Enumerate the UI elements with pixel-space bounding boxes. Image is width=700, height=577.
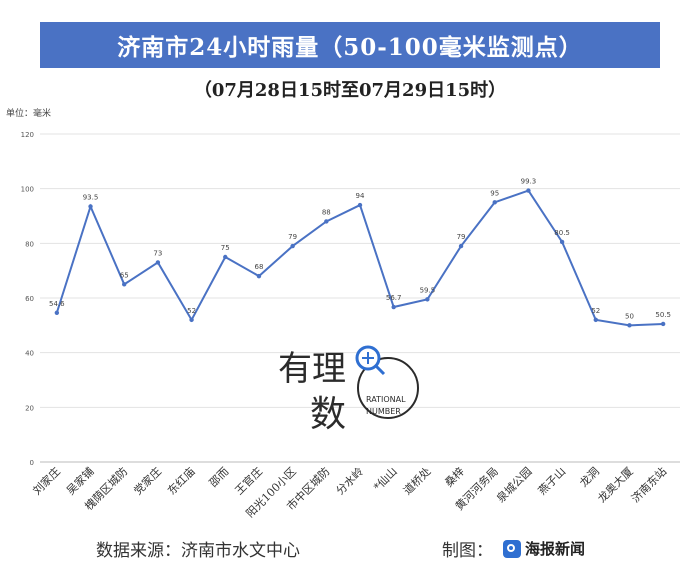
x-tick-label: 道桥处 — [400, 464, 433, 497]
data-point — [660, 321, 666, 327]
watermark-logo-icon: 有理 数 RATIONAL NUMBER — [278, 345, 419, 435]
data-point — [88, 204, 93, 209]
x-tick-label: 吴家铺 — [63, 464, 96, 497]
y-tick-label: 0 — [30, 459, 34, 467]
data-point — [357, 202, 363, 208]
x-tick-label: 济南东站 — [628, 464, 669, 505]
data-label: 95 — [490, 189, 499, 197]
y-tick-label: 40 — [25, 350, 34, 358]
watermark-line2: 数 — [310, 394, 346, 435]
data-label: 52 — [591, 307, 600, 315]
watermark-en1: RATIONAL — [366, 395, 406, 404]
x-tick-label: 东红庙 — [164, 464, 197, 497]
x-tick-label: 燕子山 — [536, 465, 569, 498]
data-label: 75 — [221, 244, 230, 252]
grid-lines — [40, 133, 680, 463]
data-point — [526, 188, 531, 193]
data-point — [425, 297, 430, 302]
y-tick-label: 60 — [25, 295, 34, 303]
x-tick-label: *仙山 — [371, 465, 400, 494]
news-logo-icon — [503, 539, 521, 558]
data-point — [593, 317, 598, 323]
x-tick-label: 龙洞 — [577, 465, 602, 490]
news-logo-text: 海报新闻 — [525, 540, 586, 558]
x-tick-label: 分水岭 — [333, 464, 366, 497]
data-point — [256, 273, 262, 279]
data-label: 68 — [254, 263, 263, 271]
data-label: 50 — [625, 312, 634, 320]
data-point — [223, 254, 228, 260]
data-point — [559, 239, 565, 245]
data-label: 94 — [356, 192, 365, 200]
x-tick-label: 龙奥大厦 — [595, 464, 636, 505]
data-label: 73 — [153, 249, 162, 257]
data-label: 52 — [187, 307, 196, 315]
data-label: 56.7 — [386, 294, 402, 302]
x-tick-label: 王官庄 — [232, 464, 265, 497]
data-point — [324, 219, 329, 224]
chart-title: 济南市24小时雨量（50-100毫米监测点） — [40, 22, 660, 68]
data-label: 65 — [120, 271, 129, 279]
made-by: 制图： 海报新闻 — [442, 536, 585, 561]
data-label: 99.3 — [521, 178, 537, 186]
data-source: 数据来源：济南市水文中心 — [96, 541, 300, 561]
y-tick-label: 80 — [25, 240, 34, 248]
data-label: 54.6 — [49, 300, 65, 308]
data-label: 79 — [288, 233, 297, 241]
y-tick-label: 120 — [21, 131, 34, 139]
data-point — [290, 243, 295, 249]
x-tick-label: 党家庄 — [131, 464, 164, 497]
data-labels: 54.6 93.5 65 73 52 75 68 79 88 94 56.7 59.5 79 95 99.3… — [49, 178, 671, 321]
data-point — [492, 200, 497, 205]
unit-label: 单位：毫米 — [6, 109, 52, 119]
data-label: 79 — [457, 233, 466, 241]
data-point — [458, 243, 464, 249]
data-point — [627, 323, 632, 328]
rational-number-watermark: 有理 数 RATIONAL NUMBER — [270, 340, 430, 450]
data-point — [189, 317, 194, 323]
made-by-label: 制图： — [442, 541, 493, 561]
data-point — [54, 310, 60, 315]
data-points — [54, 188, 666, 328]
x-tick-label: 桑梓 — [442, 464, 467, 489]
data-label: 93.5 — [83, 193, 99, 201]
x-tick-label: 邵而 — [207, 465, 232, 490]
chart-subtitle: （07月28日15时至07月29日15时） — [193, 80, 507, 101]
watermark-line1: 有理 — [278, 349, 346, 389]
y-tick-label: 20 — [25, 404, 34, 412]
y-tick-label: 100 — [21, 186, 34, 194]
data-label: 50.5 — [655, 311, 671, 319]
data-label: 80.5 — [554, 229, 570, 237]
x-tick-label: 泉城公园 — [494, 464, 535, 505]
y-tick-labels: 0 20 40 60 80 100 120 — [21, 131, 34, 467]
data-label: 88 — [322, 208, 331, 216]
data-point — [155, 260, 161, 265]
watermark-en2: NUMBER — [366, 407, 401, 416]
data-point — [122, 282, 127, 287]
series-line — [55, 189, 664, 327]
rainfall-series-line — [55, 189, 664, 327]
data-label: 59.5 — [420, 286, 436, 294]
data-point — [391, 304, 396, 310]
x-tick-label: 刘家庄 — [30, 464, 63, 497]
